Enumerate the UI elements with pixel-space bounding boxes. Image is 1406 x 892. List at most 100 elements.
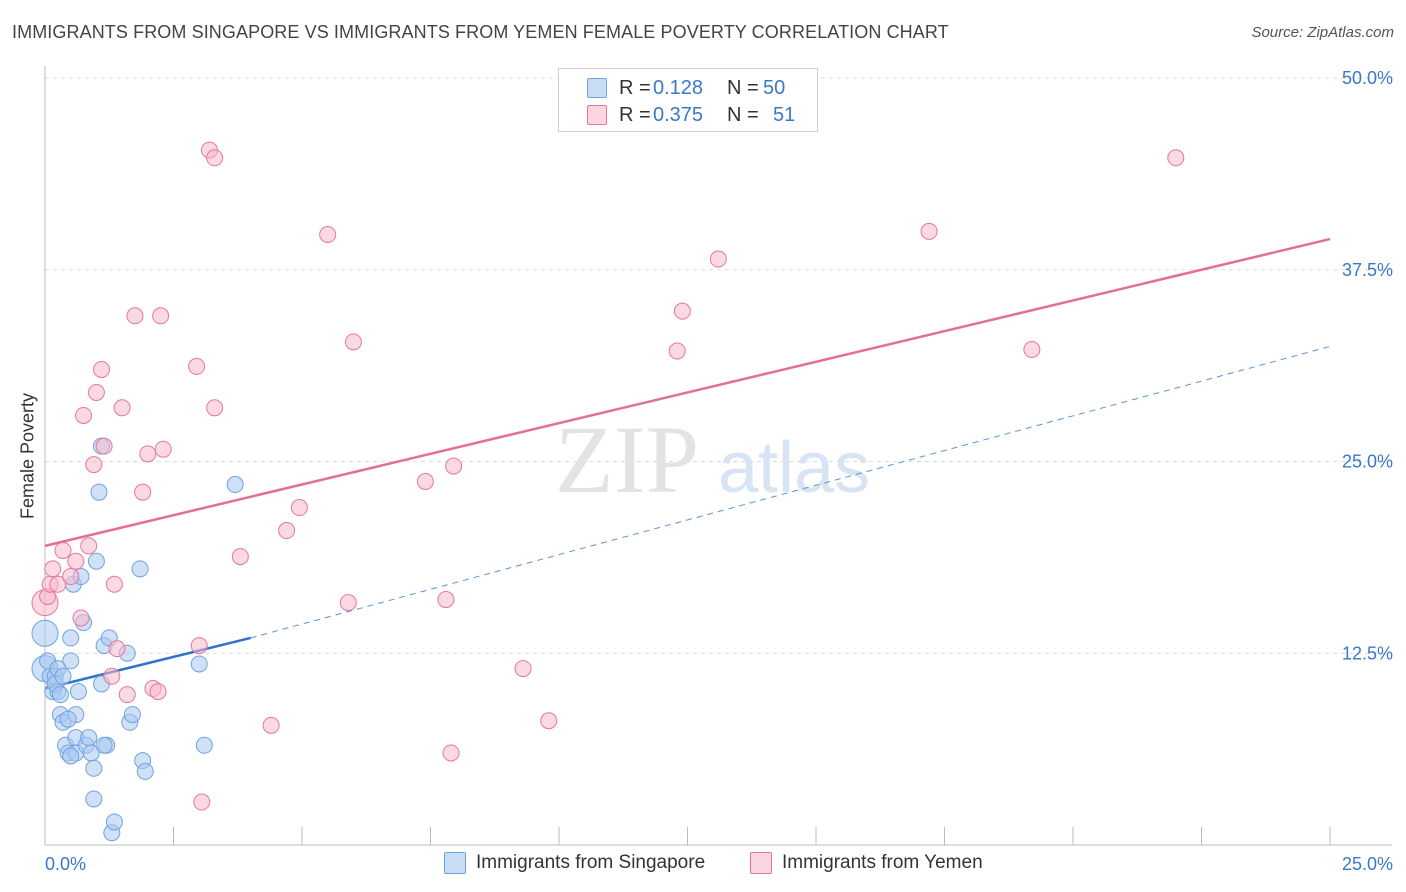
point-yemen <box>72 609 90 627</box>
trend-line-singapore <box>44 636 251 690</box>
point-yemen <box>87 383 105 401</box>
point-singapore <box>85 759 103 777</box>
legend-r-label: R = <box>619 77 651 99</box>
point-yemen <box>514 660 532 678</box>
point-yemen <box>190 637 208 655</box>
point-yemen <box>668 342 686 360</box>
tick-labels: 12.5% 25.0% 37.5% 50.0% 0.0% 25.0% <box>45 68 1393 874</box>
point-yemen <box>437 591 455 609</box>
watermark-atlas: atlas <box>718 428 870 508</box>
point-yemen <box>126 307 144 325</box>
point-singapore <box>62 652 80 670</box>
point-yemen <box>134 483 152 501</box>
point-yemen <box>262 716 280 734</box>
bottom-legend-swatch-singapore <box>444 852 466 874</box>
point-singapore <box>59 710 77 728</box>
bottom-legend-label-singapore: Immigrants from Singapore <box>476 852 706 873</box>
point-yemen <box>85 456 103 474</box>
point-yemen <box>75 406 93 424</box>
point-yemen <box>445 457 463 475</box>
point-singapore <box>136 762 154 780</box>
bottom-legend-label-yemen: Immigrants from Yemen <box>782 852 983 873</box>
legend-n-label: N = <box>727 104 759 126</box>
watermark: ZIP atlas <box>555 406 870 513</box>
point-singapore <box>87 552 105 570</box>
point-yemen <box>540 712 558 730</box>
point-yemen <box>442 744 460 762</box>
point-singapore <box>62 747 80 765</box>
point-yemen <box>416 472 434 490</box>
point-singapore <box>131 560 149 578</box>
point-yemen <box>154 440 172 458</box>
axes <box>44 66 1392 846</box>
chart-title: IMMIGRANTS FROM SINGAPORE VS IMMIGRANTS … <box>12 22 949 42</box>
point-yemen <box>278 522 296 540</box>
legend-r-value-yemen: 0.375 <box>653 104 704 126</box>
point-yemen <box>113 399 131 417</box>
point-yemen <box>44 560 62 578</box>
correlation-legend: R = 0.128 N = 50 R = 0.375 N = 51 <box>558 68 818 132</box>
point-yemen <box>54 541 72 559</box>
legend-n-value-singapore: 50 <box>763 77 786 99</box>
y-axis-label: Female Poverty <box>17 392 38 520</box>
point-singapore <box>95 736 113 754</box>
point-singapore <box>80 729 98 747</box>
point-yemen <box>206 149 224 167</box>
point-singapore <box>226 476 244 494</box>
gridlines <box>45 77 1392 654</box>
point-yemen <box>344 333 362 351</box>
point-yemen <box>206 399 224 417</box>
point-yemen <box>920 222 938 240</box>
point-singapore <box>31 619 59 647</box>
point-singapore <box>69 683 87 701</box>
legend-r-value-singapore: 0.128 <box>653 77 704 99</box>
point-yemen <box>80 537 98 555</box>
point-yemen <box>152 307 170 325</box>
y-tick-label: 25.0% <box>1342 452 1393 472</box>
point-yemen <box>149 683 167 701</box>
point-singapore <box>54 667 72 685</box>
point-yemen <box>93 360 111 378</box>
y-tick-label: 50.0% <box>1342 68 1393 88</box>
point-singapore <box>190 655 208 673</box>
point-yemen <box>231 548 249 566</box>
point-yemen <box>188 357 206 375</box>
point-yemen <box>193 793 211 811</box>
legend-n-value-yemen: 51 <box>773 104 796 126</box>
x-tick-label: 25.0% <box>1342 854 1393 874</box>
legend-r-label: R = <box>619 104 651 126</box>
point-yemen <box>67 552 85 570</box>
point-yemen <box>319 225 337 243</box>
point-yemen <box>1023 341 1041 359</box>
y-tick-label: 12.5% <box>1342 643 1393 663</box>
point-singapore <box>195 736 213 754</box>
point-yemen <box>339 594 357 612</box>
point-yemen <box>49 575 67 593</box>
legend-n-label: N = <box>727 77 759 99</box>
trend-lines <box>44 237 1331 690</box>
point-singapore <box>123 706 141 724</box>
point-yemen <box>139 445 157 463</box>
point-yemen <box>62 568 80 586</box>
point-yemen <box>95 437 113 455</box>
point-yemen <box>709 250 727 268</box>
bottom-legend-swatch-yemen <box>750 852 772 874</box>
point-singapore <box>62 629 80 647</box>
y-tick-label: 37.5% <box>1342 260 1393 280</box>
point-yemen <box>118 686 136 704</box>
point-singapore <box>90 483 108 501</box>
point-yemen <box>103 667 121 685</box>
point-singapore <box>85 790 103 808</box>
point-singapore <box>51 686 69 704</box>
trend-line-yemen <box>44 237 1331 548</box>
point-singapore <box>105 813 123 831</box>
legend-swatch-yemen <box>587 105 607 125</box>
point-yemen <box>673 302 691 320</box>
point-yemen <box>105 575 123 593</box>
point-yemen <box>290 499 308 517</box>
watermark-zip: ZIP <box>555 406 699 513</box>
point-yemen <box>108 640 126 658</box>
source-label: Source: ZipAtlas.com <box>1251 24 1394 41</box>
legend-swatch-singapore <box>587 78 607 98</box>
